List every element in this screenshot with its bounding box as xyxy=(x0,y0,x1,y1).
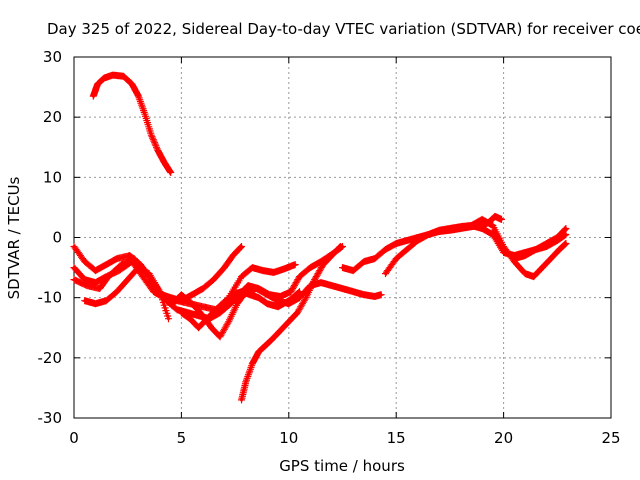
y-tick-label: -10 xyxy=(38,289,63,307)
x-tick-label: 25 xyxy=(601,429,620,447)
data-series xyxy=(238,243,344,404)
x-tick-label: 10 xyxy=(279,429,298,447)
x-tick-label: 15 xyxy=(387,429,406,447)
data-points xyxy=(70,71,570,404)
data-series xyxy=(177,288,303,332)
x-tick-label: 5 xyxy=(177,429,187,447)
y-tick-label: -20 xyxy=(38,349,63,367)
data-series xyxy=(89,71,175,176)
data-series-line xyxy=(83,266,170,321)
y-tick-label: 30 xyxy=(43,48,62,66)
y-tick-label: -30 xyxy=(38,409,63,427)
y-tick-label: 0 xyxy=(52,229,62,247)
grid xyxy=(74,57,611,418)
data-series xyxy=(489,225,570,263)
data-series xyxy=(81,264,172,323)
data-series-line xyxy=(491,227,568,261)
data-series-line xyxy=(240,245,342,402)
y-axis-label: SDTVAR / TECUs xyxy=(5,176,23,299)
axis-ticks: 0 5 10 15 20 25 -30 -20 -10 0 10 20 30 xyxy=(38,48,621,447)
y-tick-label: 20 xyxy=(43,108,62,126)
data-series xyxy=(467,215,570,281)
data-series-line xyxy=(469,217,568,279)
chart-title: Day 325 of 2022, Sidereal Day-to-day VTE… xyxy=(47,20,640,38)
x-tick-label: 20 xyxy=(494,429,513,447)
x-tick-label: 0 xyxy=(69,429,79,447)
data-series-line xyxy=(179,290,301,330)
x-axis-label: GPS time / hours xyxy=(279,457,405,475)
data-series-line xyxy=(91,73,173,174)
data-series-line xyxy=(72,245,344,321)
y-tick-label: 10 xyxy=(43,168,62,186)
